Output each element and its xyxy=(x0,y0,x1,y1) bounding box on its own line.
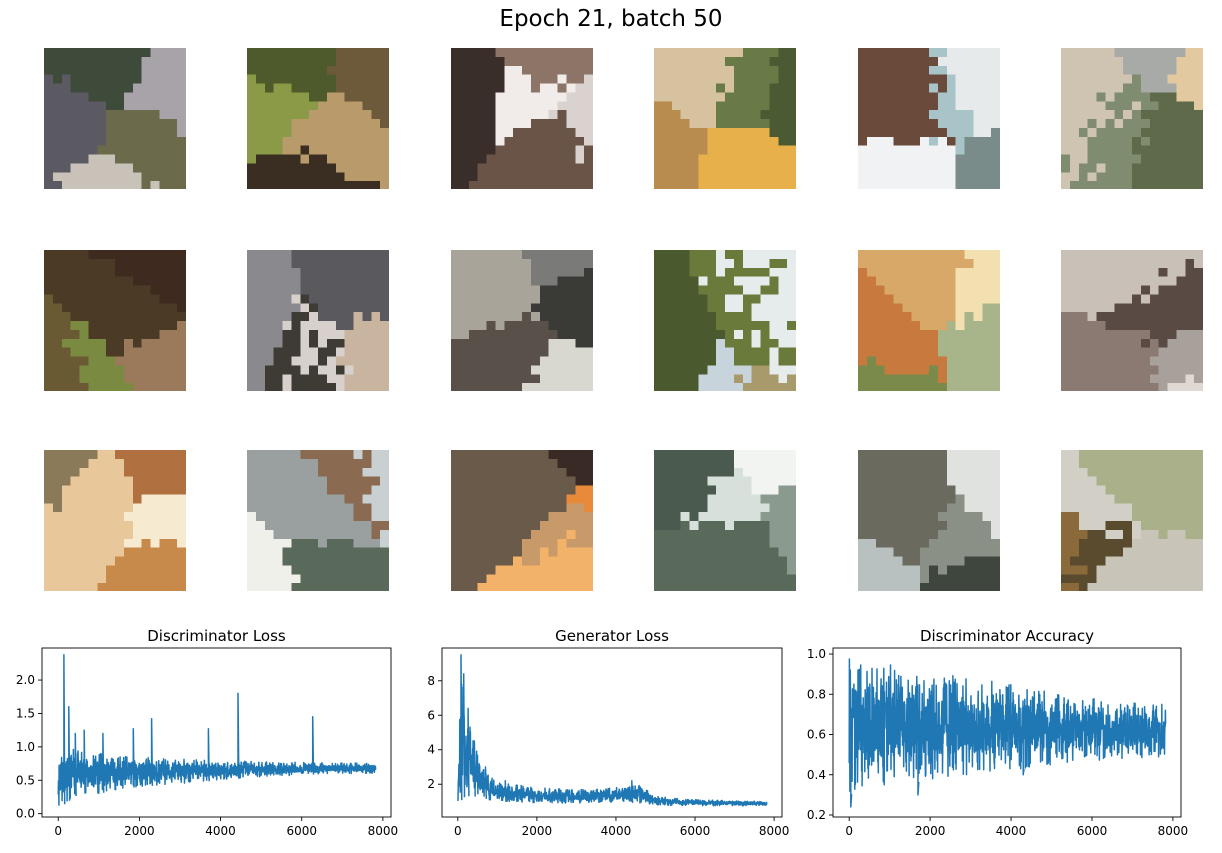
discriminator-loss-ytick-label: 1.0 xyxy=(16,740,35,754)
generated-sample-6 xyxy=(1061,48,1203,189)
generated-sample-10 xyxy=(654,250,796,391)
generator-loss-ytick-label: 8 xyxy=(427,674,435,688)
discriminator-accuracy-series-line xyxy=(848,658,1167,808)
discriminator-loss-xtick-label: 8000 xyxy=(368,824,399,838)
generated-sample-4 xyxy=(654,48,796,189)
discriminator-loss-xtick-label: 0 xyxy=(54,824,62,838)
generated-sample-8 xyxy=(247,250,389,391)
discriminator-accuracy-ytick-label: 1.0 xyxy=(807,647,826,661)
generated-sample-1 xyxy=(44,48,186,189)
discriminator-loss-title: Discriminator Loss xyxy=(147,627,286,645)
generated-sample-9 xyxy=(451,250,593,391)
discriminator-loss-series-line xyxy=(57,653,377,806)
generator-loss-axes-frame xyxy=(441,647,783,818)
generator-loss-xtick-label: 0 xyxy=(454,824,462,838)
generator-loss-title: Generator Loss xyxy=(555,627,669,645)
discriminator-accuracy-xtick-label: 4000 xyxy=(996,824,1027,838)
discriminator-loss-ytick-label: 0.5 xyxy=(16,773,35,787)
generated-sample-15 xyxy=(451,450,593,591)
generated-sample-7 xyxy=(44,250,186,391)
generator-loss-ytick-label: 6 xyxy=(427,708,435,722)
discriminator-loss-xtick-label: 4000 xyxy=(205,824,236,838)
discriminator-loss-ytick-label: 1.5 xyxy=(16,706,35,720)
generated-sample-16 xyxy=(654,450,796,591)
discriminator-accuracy-ytick-label: 0.4 xyxy=(807,768,826,782)
discriminator-accuracy-axes-frame xyxy=(832,647,1182,818)
generator-loss-xtick-label: 2000 xyxy=(522,824,553,838)
discriminator-accuracy-xtick-label: 0 xyxy=(845,824,853,838)
discriminator-loss-ytick-label: 2.0 xyxy=(16,673,35,687)
generator-loss-xtick-label: 4000 xyxy=(601,824,632,838)
generator-loss-ytick-label: 4 xyxy=(427,743,435,757)
discriminator-accuracy-xtick-label: 6000 xyxy=(1077,824,1108,838)
discriminator-accuracy-xtick-label: 2000 xyxy=(915,824,946,838)
discriminator-loss-axes-frame xyxy=(41,647,392,818)
generated-sample-14 xyxy=(247,450,389,591)
generated-sample-17 xyxy=(858,450,1000,591)
generated-sample-3 xyxy=(451,48,593,189)
generator-loss-series-line xyxy=(457,654,768,807)
figure-suptitle: Epoch 21, batch 50 xyxy=(499,6,723,32)
discriminator-accuracy-ytick-label: 0.2 xyxy=(807,808,826,822)
generated-sample-11 xyxy=(858,250,1000,391)
discriminator-accuracy-title: Discriminator Accuracy xyxy=(919,627,1095,645)
generated-sample-5 xyxy=(858,48,1000,189)
generated-sample-2 xyxy=(247,48,389,189)
discriminator-loss-xtick-label: 2000 xyxy=(124,824,155,838)
generated-sample-13 xyxy=(44,450,186,591)
discriminator-loss-ytick-label: 0.0 xyxy=(16,807,35,821)
generator-loss-ytick-label: 2 xyxy=(427,777,435,791)
discriminator-accuracy-xtick-label: 8000 xyxy=(1158,824,1189,838)
generated-sample-18 xyxy=(1061,450,1203,591)
discriminator-accuracy-ytick-label: 0.8 xyxy=(807,687,826,701)
generator-loss-xtick-label: 8000 xyxy=(759,824,790,838)
discriminator-accuracy-ytick-label: 0.6 xyxy=(807,728,826,742)
generated-sample-12 xyxy=(1061,250,1203,391)
generator-loss-xtick-label: 6000 xyxy=(680,824,711,838)
discriminator-loss-xtick-label: 6000 xyxy=(286,824,317,838)
